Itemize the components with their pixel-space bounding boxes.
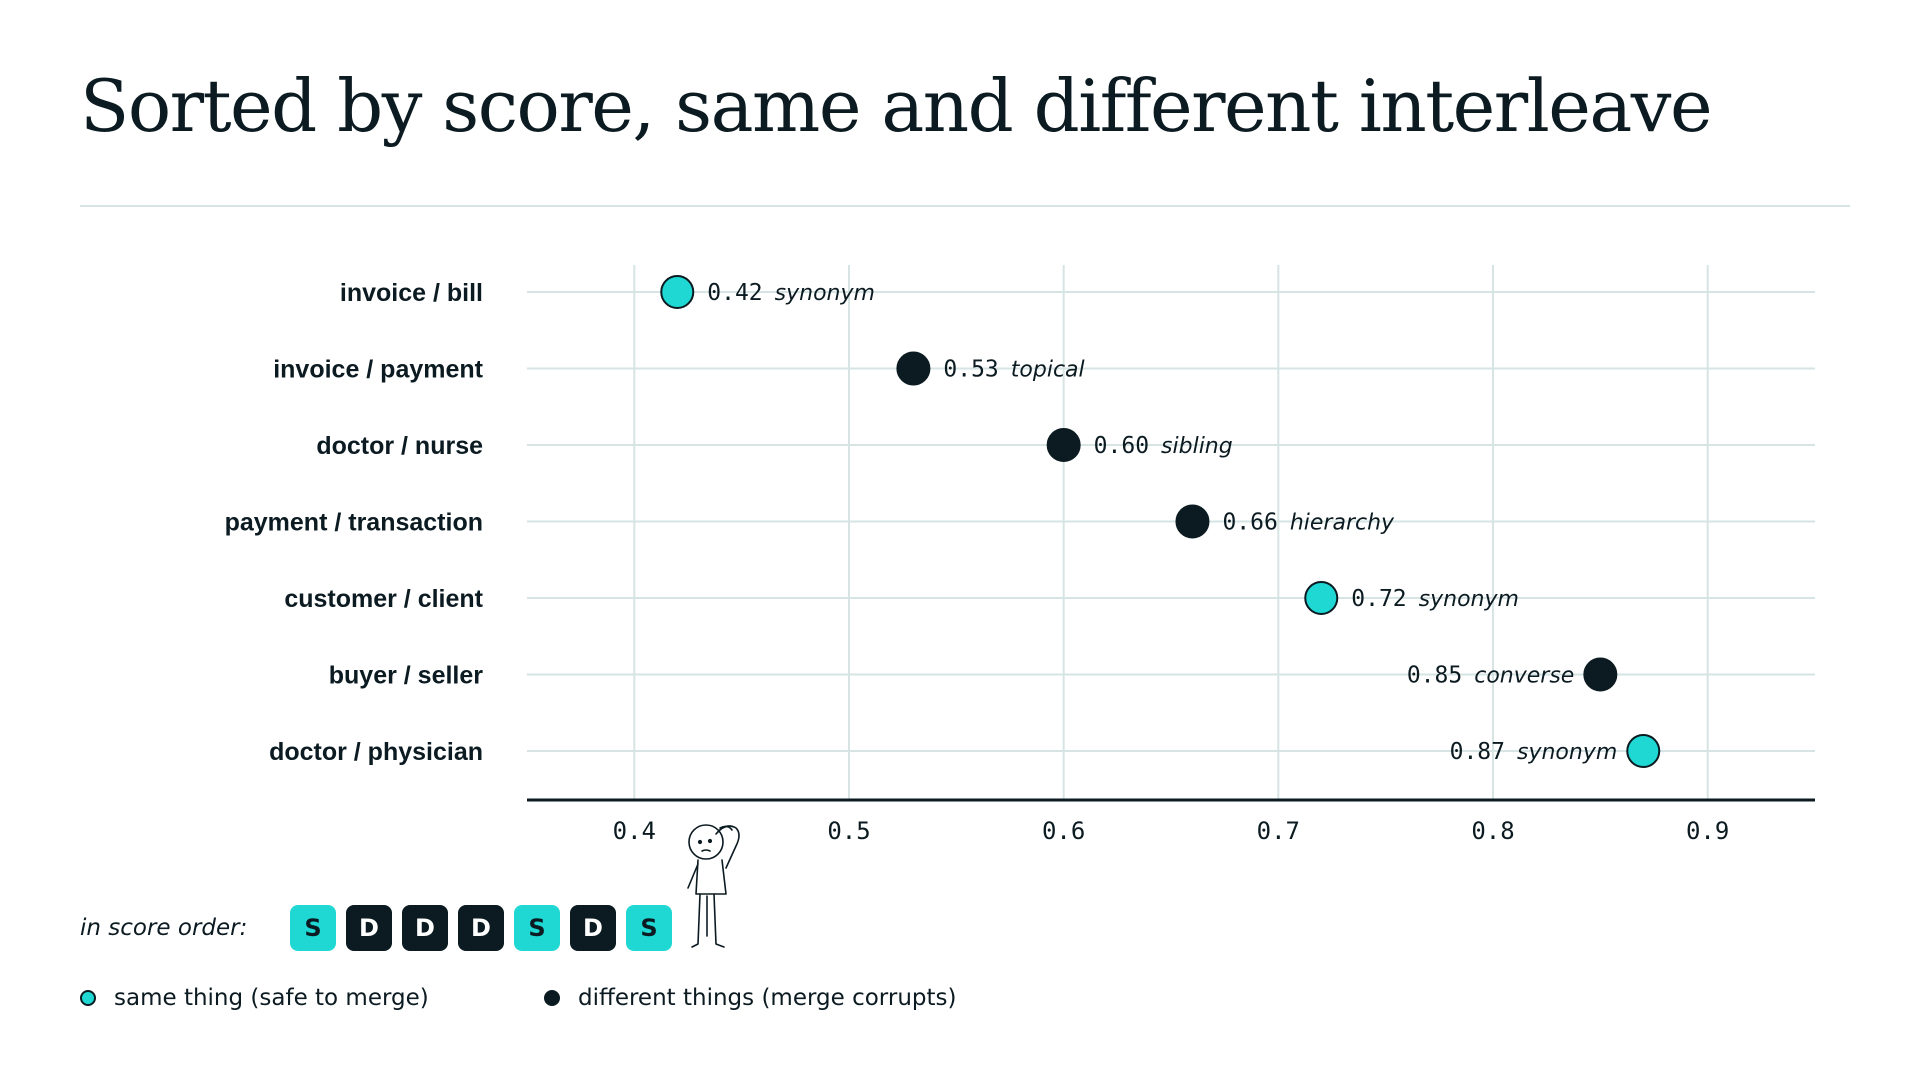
relation-label: synonym [775, 281, 875, 306]
relation-label: converse [1474, 664, 1574, 689]
chip-different: D [458, 905, 504, 951]
pair-label: invoice / payment [273, 356, 483, 384]
chip-different: D [346, 905, 392, 951]
pair-label: doctor / nurse [316, 432, 483, 460]
relation-label: synonym [1419, 587, 1519, 612]
x-tick-label: 0.7 [1257, 817, 1300, 845]
chip-different: D [402, 905, 448, 951]
score-annotation: 0.60 sibling [1094, 433, 1233, 459]
relation-label: synonym [1517, 740, 1617, 765]
pair-label: customer / client [284, 585, 483, 613]
thinking-person-illustration [687, 824, 740, 948]
legend-same-marker [80, 990, 96, 1006]
relation-label: hierarchy [1290, 511, 1395, 536]
score-value: 0.60 [1094, 433, 1149, 459]
relation-label: topical [1011, 358, 1085, 383]
x-tick-label: 0.5 [827, 817, 870, 845]
score-annotation: 0.53 topical [943, 357, 1084, 383]
legend-same-label: same thing (safe to merge) [114, 985, 429, 1011]
score-dot [1046, 428, 1081, 462]
score-annotation: 0.42 synonym [707, 280, 875, 306]
chip-different: D [570, 905, 616, 951]
score-value: 0.85 [1407, 663, 1462, 689]
legend-different-label: different things (merge corrupts) [578, 985, 957, 1011]
pair-label: invoice / bill [340, 279, 483, 307]
score-value: 0.66 [1222, 510, 1277, 536]
x-tick-label: 0.6 [1042, 817, 1085, 845]
x-tick-label: 0.4 [613, 817, 656, 845]
x-tick-label: 0.9 [1686, 817, 1729, 845]
score-dot [1626, 734, 1661, 768]
legend-item-same: same thing (safe to merge) [80, 985, 429, 1011]
pair-label: doctor / physician [269, 738, 483, 766]
x-tick-label: 0.8 [1471, 817, 1514, 845]
chip-same: S [626, 905, 672, 951]
score-order-caption: in score order: [80, 915, 248, 941]
score-value: 0.72 [1351, 586, 1406, 612]
pair-label: buyer / seller [329, 662, 484, 690]
relation-label: sibling [1161, 434, 1233, 459]
score-annotation: 0.66 hierarchy [1222, 510, 1395, 536]
score-dot [1583, 657, 1618, 692]
title-divider [80, 205, 1850, 207]
legend-item-different: different things (merge corrupts) [544, 985, 956, 1011]
chip-same: S [290, 905, 336, 951]
score-dot [660, 275, 695, 309]
score-dot [896, 351, 931, 386]
score-dot-chart: 0.4 0.5 0.6 0.7 0.8 0.9 invoice / bill 0.42 syno… [225, 265, 1815, 845]
legend-different-marker [544, 990, 560, 1006]
score-value: 0.42 [707, 280, 762, 306]
score-dot [1304, 581, 1339, 615]
score-annotation: 0.72 synonym [1351, 586, 1519, 612]
page-title: Sorted by score, same and different inte… [80, 64, 1713, 148]
score-annotation: 0.87 synonym [1450, 739, 1618, 765]
score-annotation: 0.85 converse [1407, 663, 1575, 689]
chip-same: S [514, 905, 560, 951]
score-value: 0.87 [1450, 739, 1505, 765]
score-dot [1175, 504, 1210, 539]
score-value: 0.53 [943, 357, 998, 383]
pair-label: payment / transaction [225, 509, 483, 537]
